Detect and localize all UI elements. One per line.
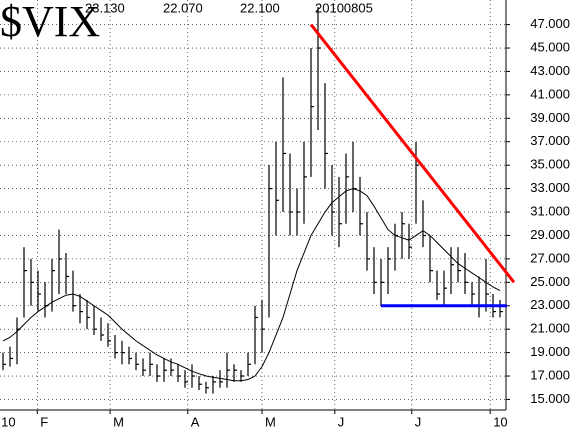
x-tick-label: 10 bbox=[493, 414, 507, 429]
x-tick-label: J bbox=[415, 414, 422, 429]
y-tick-label: 35.000 bbox=[530, 157, 570, 172]
y-tick-label: 19.000 bbox=[530, 344, 570, 359]
y-tick-label: 23.000 bbox=[530, 297, 570, 312]
y-tick-label: 21.000 bbox=[530, 321, 570, 336]
x-tick-label: 10 bbox=[1, 414, 15, 429]
y-tick-label: 27.000 bbox=[530, 250, 570, 265]
x-tick-label: J bbox=[338, 414, 345, 429]
y-tick-label: 33.000 bbox=[530, 180, 570, 195]
y-tick-label: 29.000 bbox=[530, 227, 570, 242]
x-tick-label: M bbox=[265, 414, 276, 429]
x-tick-label: M bbox=[113, 414, 124, 429]
chart-title: $VIX bbox=[0, 0, 100, 46]
y-tick-label: 15.000 bbox=[530, 391, 570, 406]
header-value: 20100805 bbox=[315, 0, 373, 15]
moving-average bbox=[2, 188, 501, 382]
y-tick-label: 41.000 bbox=[530, 86, 570, 101]
header-value: 22.100 bbox=[240, 0, 280, 15]
y-tick-label: 39.000 bbox=[530, 110, 570, 125]
y-tick-label: 45.000 bbox=[530, 39, 570, 54]
x-tick-label: A bbox=[191, 414, 200, 429]
y-tick-label: 43.000 bbox=[530, 63, 570, 78]
trend-line bbox=[309, 23, 516, 284]
y-tick-label: 31.000 bbox=[530, 203, 570, 218]
header-value: 23.130 bbox=[85, 0, 125, 15]
header-value: 22.070 bbox=[163, 0, 203, 15]
y-tick-label: 37.000 bbox=[530, 133, 570, 148]
y-tick-label: 25.000 bbox=[530, 274, 570, 289]
x-tick-label: F bbox=[40, 414, 48, 429]
y-tick-label: 47.000 bbox=[530, 16, 570, 31]
y-tick-label: 17.000 bbox=[530, 367, 570, 382]
